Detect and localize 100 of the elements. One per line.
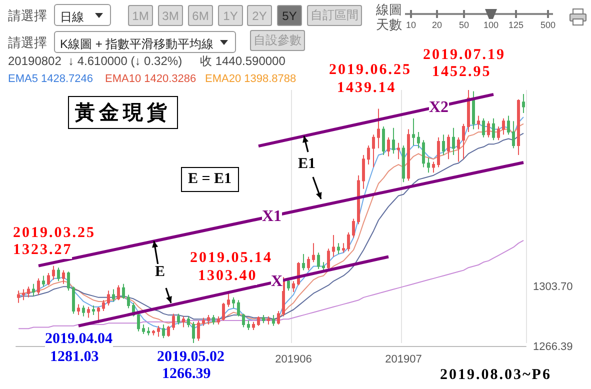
candlestick xyxy=(37,278,40,296)
annotation: 2019.05.14 xyxy=(190,250,272,266)
candlestick xyxy=(62,270,65,284)
text: 1266.39 xyxy=(162,366,211,382)
candlestick xyxy=(392,127,395,154)
candlestick xyxy=(122,283,125,300)
annotation: X2 xyxy=(429,99,449,117)
candlestick xyxy=(472,90,475,130)
text: 黃金現貨 xyxy=(68,96,178,129)
candlestick xyxy=(222,302,225,321)
candlestick xyxy=(147,326,150,336)
candlestick xyxy=(322,262,325,272)
candlestick xyxy=(412,118,415,146)
text: EMA20 1398.8788 xyxy=(205,73,296,86)
candlestick xyxy=(22,288,25,301)
candlestick xyxy=(162,324,165,339)
text: 2019.05.02 xyxy=(157,349,224,366)
candlestick xyxy=(187,316,190,328)
text: 1303.70 xyxy=(533,281,573,294)
candlestick xyxy=(477,115,480,130)
candlestick xyxy=(362,154,365,190)
annotation: 1439.14 xyxy=(337,80,396,96)
text: 請選擇 xyxy=(8,8,47,24)
candlestick xyxy=(492,118,495,141)
candlestick xyxy=(182,316,185,328)
candlestick xyxy=(397,142,400,160)
candlestick xyxy=(77,304,80,316)
button: 5Y xyxy=(277,5,302,26)
candlestick xyxy=(332,234,335,258)
text: 2019.08.03~P6 xyxy=(440,367,552,384)
candlestick xyxy=(217,316,220,326)
candlestick xyxy=(172,313,175,330)
button: 3M xyxy=(158,5,183,26)
dropdown: 日線 xyxy=(54,4,111,26)
candlestick xyxy=(432,161,435,174)
candlestick xyxy=(42,275,45,288)
candlestick xyxy=(352,218,355,238)
candlestick xyxy=(167,325,170,338)
candlestick xyxy=(377,108,380,149)
candlestick xyxy=(237,300,240,317)
text: 天數 xyxy=(376,17,402,32)
candlestick xyxy=(447,134,450,160)
candlestick xyxy=(107,290,110,306)
candlestick xyxy=(507,115,510,136)
annotation: 1323.27 xyxy=(13,242,72,258)
annotation: 1303.40 xyxy=(198,268,258,284)
button: 1Y xyxy=(218,5,243,26)
candlestick xyxy=(267,316,270,326)
candlestick xyxy=(157,325,160,338)
candlestick xyxy=(427,157,430,174)
candlestick xyxy=(277,310,280,326)
candlestick xyxy=(502,118,505,136)
candlestick xyxy=(462,123,465,160)
candlestick xyxy=(112,288,115,302)
candlestick xyxy=(387,136,390,157)
candlestick xyxy=(497,126,500,141)
candlestick xyxy=(302,254,305,271)
candlestick xyxy=(192,321,195,344)
candlestick xyxy=(102,300,105,312)
annotation: X xyxy=(271,273,283,291)
x-tick-label: 201906 xyxy=(275,354,312,366)
candlestick xyxy=(287,278,290,292)
candlestick xyxy=(67,271,70,292)
candlestick xyxy=(152,329,155,336)
candlestick xyxy=(312,242,315,263)
text: 1281.03 xyxy=(50,349,99,366)
text: 請選擇 xyxy=(8,35,47,50)
candlestick xyxy=(342,242,345,254)
candlestick xyxy=(252,321,255,330)
button: 2Y xyxy=(247,5,272,26)
candlestick xyxy=(87,306,90,318)
candlestick xyxy=(32,283,35,297)
candlestick xyxy=(417,131,420,149)
candlestick xyxy=(487,120,490,138)
candlestick xyxy=(177,313,180,326)
candlestick xyxy=(307,256,310,271)
candlestick xyxy=(382,126,385,156)
annotation: E1 xyxy=(298,156,316,172)
candlestick xyxy=(247,320,250,330)
text: 50 xyxy=(458,20,470,31)
candlestick xyxy=(292,280,295,292)
annotation: E = E1 xyxy=(181,167,239,192)
candlestick xyxy=(127,294,130,309)
candlestick xyxy=(402,145,405,183)
text: 500 xyxy=(540,20,556,31)
candlestick xyxy=(52,265,55,280)
annotation: X1 xyxy=(262,208,282,226)
candlestick xyxy=(137,312,140,332)
candlestick xyxy=(227,292,230,308)
dropdown: K線圖 + 指數平滑移動平均線 xyxy=(54,31,236,53)
candlestick xyxy=(407,128,410,182)
candlestick xyxy=(452,127,455,156)
candlestick xyxy=(92,305,95,316)
text: 100 xyxy=(483,20,499,31)
candlestick xyxy=(72,286,75,314)
text: 線圖 xyxy=(376,2,402,18)
button: 6M xyxy=(188,5,213,26)
text: 2019.07.19 xyxy=(423,47,506,64)
button: 自訂區間 xyxy=(307,5,362,26)
text: 125 xyxy=(508,20,524,31)
